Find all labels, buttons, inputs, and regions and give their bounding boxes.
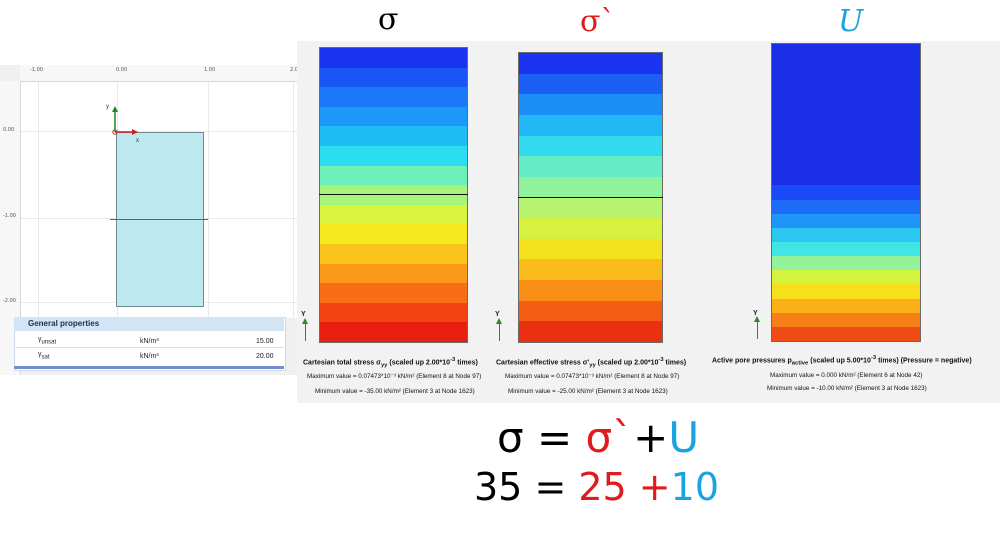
gamma-sat-label: γsat [38, 351, 50, 361]
y-axis-arrow-tip [496, 318, 502, 324]
contour-band [519, 218, 662, 239]
contour-band [519, 197, 662, 219]
table-divider [14, 347, 284, 348]
y-axis-arrow-tip [754, 316, 760, 322]
total-stress-min: Minimum value = -35.00 kN/m² (Element 3 … [315, 388, 475, 395]
contour-band [519, 156, 662, 177]
contour-band [519, 73, 662, 95]
gamma-unsat-value[interactable]: 15.00 [256, 338, 274, 345]
horizontal-ruler [20, 65, 297, 82]
contour-band [519, 94, 662, 115]
contour-band [519, 176, 662, 198]
effective-stress-contour [518, 52, 663, 343]
contour-band [320, 106, 467, 127]
pore-pressure-contour [771, 43, 921, 342]
gamma-sat-unit: kN/m³ [140, 353, 159, 360]
grid-line [293, 82, 294, 318]
sigma-title: σ [378, 2, 399, 37]
contour-band [519, 114, 662, 136]
contour-band [519, 280, 662, 301]
y-axis-arrow [499, 323, 500, 341]
pore-pressure-title: U [838, 4, 864, 39]
grid-line [208, 82, 209, 318]
contour-band [320, 263, 467, 284]
contour-band [320, 204, 467, 225]
y-axis-arrow-tip [302, 318, 308, 324]
contour-band [320, 87, 467, 107]
phreatic-line [110, 219, 208, 220]
effective-stress-max: Maximum value = 0.07473*10⁻³ kN/m² (Elem… [505, 373, 680, 380]
contour-band [772, 312, 920, 327]
axis-y-label: y [106, 104, 109, 110]
ruler-tick-label: -1.00 [30, 67, 43, 73]
ruler-tick-label: 1.00 [204, 67, 216, 73]
general-properties-header[interactable] [14, 317, 284, 331]
contour-band [519, 300, 662, 322]
total-stress-max: Maximum value = 0.07473*10⁻³ kN/m² (Elem… [307, 373, 482, 380]
y-axis-label: Y [301, 311, 306, 318]
origin-axes-icon [112, 106, 138, 135]
contour-band [772, 213, 920, 228]
contour-band [320, 243, 467, 264]
contour-band [320, 322, 467, 342]
axis-x-label: x [136, 138, 139, 144]
y-axis-label: Y [753, 310, 758, 317]
water-table-line [518, 197, 663, 198]
y-axis-label: Y [495, 311, 500, 318]
contour-band [320, 67, 467, 88]
vertical-ruler [0, 81, 21, 375]
contour-band [320, 145, 467, 166]
ruler-tick-label: -1.00 [3, 213, 16, 219]
effective-stress-caption: Cartesian effective stress σ'yy (scaled … [496, 357, 687, 369]
contour-band [772, 298, 920, 313]
contour-band [772, 227, 920, 242]
effective-stress-min: Minimum value = -25.00 kN/m² (Element 3 … [508, 388, 668, 395]
contour-band [772, 185, 920, 200]
contour-band [772, 241, 920, 257]
equation-symbolic: σ = σ`+U [497, 413, 700, 462]
contour-band [772, 199, 920, 214]
ruler-tick-label: 2.0 [290, 67, 298, 73]
pore-pressure-max: Maximum value = 0.000 kN/m² (Element 6 a… [770, 372, 923, 379]
contour-band [320, 165, 467, 186]
contour-band [320, 48, 467, 68]
contour-band [320, 283, 467, 303]
contour-band [772, 256, 920, 271]
gamma-unsat-unit: kN/m³ [140, 338, 159, 345]
grid-line [21, 131, 297, 132]
effective-stress-title: σ` [580, 4, 616, 39]
ruler-tick-label: 0.00 [3, 127, 15, 133]
pore-pressure-min: Minimum value = -10.00 kN/m² (Element 3 … [767, 385, 927, 392]
water-table-line [319, 194, 468, 195]
contour-band [772, 326, 920, 341]
y-axis-arrow [757, 321, 758, 339]
ruler-tick-label: 0.00 [116, 67, 128, 73]
gamma-sat-value[interactable]: 20.00 [256, 353, 274, 360]
general-properties-title: General properties [28, 319, 100, 328]
contour-band [519, 321, 662, 342]
contour-band [519, 53, 662, 74]
y-axis-arrow [305, 323, 306, 341]
contour-band-dry [772, 44, 920, 186]
contour-band [320, 302, 467, 323]
pore-pressure-caption: Active pore pressures pactive (scaled up… [712, 355, 972, 367]
contour-band [519, 238, 662, 260]
contour-band [519, 135, 662, 157]
contour-band [519, 259, 662, 281]
ruler-tick-label: -2.00 [3, 298, 16, 304]
table-bottom-bar [14, 366, 284, 369]
contour-band [772, 270, 920, 285]
contour-band [772, 284, 920, 299]
grid-line [38, 82, 39, 318]
contour-band [320, 126, 467, 146]
contour-band [320, 224, 467, 244]
total-stress-contour [319, 47, 468, 343]
gamma-unsat-label: γunsat [38, 336, 57, 346]
total-stress-caption: Cartesian total stress σyy (scaled up 2.… [303, 357, 478, 369]
equation-numeric: 35 = 25 +10 [474, 465, 719, 509]
